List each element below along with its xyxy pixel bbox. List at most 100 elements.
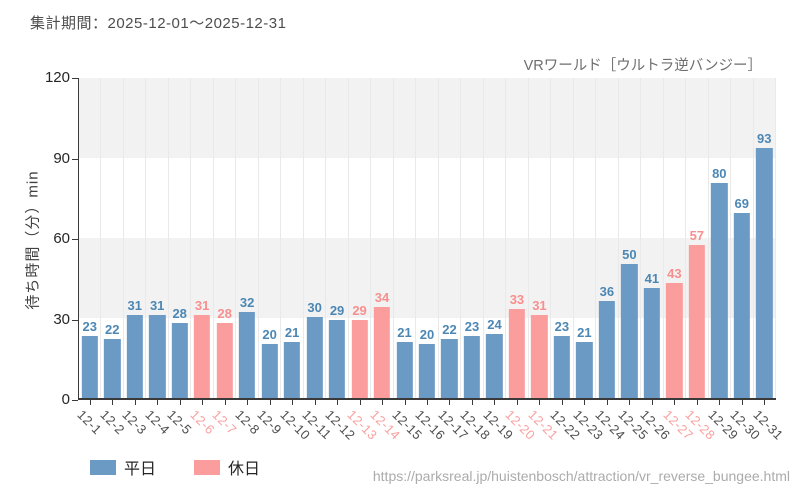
x-tick-label-12-9: 12-9 <box>254 407 286 438</box>
x-tickmark <box>269 400 271 405</box>
bar-column-12-8: 32 <box>236 78 259 405</box>
holiday-bar-12-27 <box>666 283 683 398</box>
holiday-bar-12-28 <box>688 245 705 398</box>
holiday-bar-12-14 <box>373 307 391 398</box>
x-tickmark <box>112 400 114 405</box>
x-tickmark <box>247 400 249 405</box>
y-tick-label-120: 120 <box>44 69 70 86</box>
period-label: 集計期間：2025-12-01～2025-12-31 <box>30 15 287 32</box>
bar-column-12-19: 24 <box>484 78 507 405</box>
bar-column-12-22: 23 <box>551 78 574 405</box>
bar-value-label: 21 <box>284 325 300 340</box>
x-tickmark <box>741 400 743 405</box>
weekday-bar-12-30 <box>733 213 750 398</box>
legend-weekday-label: 平日 <box>124 461 157 478</box>
x-tickmark <box>696 400 698 405</box>
bar-column-12-26: 41 <box>641 78 664 405</box>
bar-column-12-2: 22 <box>101 78 124 405</box>
y-tickmark <box>72 158 78 160</box>
y-tickmark <box>72 319 78 321</box>
bar-column-12-23: 21 <box>574 78 597 405</box>
bar-value-label: 50 <box>622 247 637 262</box>
x-tickmark <box>292 400 294 405</box>
bar-column-12-1: 23 <box>79 78 102 405</box>
weekday-bar-12-23 <box>576 342 593 398</box>
bar-column-12-9: 20 <box>259 78 282 405</box>
x-tickmark <box>179 400 181 405</box>
legend-item-weekday: 平日 <box>90 455 156 479</box>
bar-value-label: 31 <box>532 298 547 313</box>
weekday-bar-12-9 <box>261 344 278 398</box>
bar-column-12-20: 33 <box>506 78 529 405</box>
x-tickmark <box>359 400 361 405</box>
x-tickmark <box>674 400 676 405</box>
x-tickmark <box>584 400 586 405</box>
x-tickmark <box>134 400 136 405</box>
bar-column-12-12: 29 <box>326 78 349 405</box>
bar-value-label: 36 <box>599 284 615 299</box>
holiday-bar-12-6 <box>193 315 211 398</box>
bar-value-label: 33 <box>509 292 525 307</box>
bar-column-12-24: 36 <box>596 78 619 405</box>
bar-value-label: 31 <box>149 298 165 313</box>
legend-item-holiday: 休日 <box>194 455 260 479</box>
bar-column-12-31: 93 <box>754 78 777 405</box>
bar-column-12-29: 80 <box>709 78 732 405</box>
weekday-bar-12-19 <box>486 334 503 398</box>
bar-value-label: 20 <box>262 327 277 342</box>
plot-area: 23 22 31 31 28 31 28 32 20 21 30 29 29 34 21 20 22 23 24 33… <box>78 78 777 405</box>
bar-column-12-5: 28 <box>169 78 192 405</box>
y-tick-label-0: 0 <box>61 391 70 408</box>
bar-column-12-18: 23 <box>461 78 484 405</box>
y-tickmark <box>72 78 78 79</box>
x-tick-label-12-3: 12-3 <box>119 407 151 438</box>
weekday-bar-12-31 <box>756 148 773 398</box>
holiday-bar-12-7 <box>216 323 233 398</box>
bar-column-12-11: 30 <box>304 78 327 405</box>
weekday-bar-12-18 <box>463 336 481 398</box>
bar-value-label: 23 <box>82 319 97 334</box>
x-tickmark <box>629 400 631 405</box>
bar-value-label: 21 <box>397 325 412 340</box>
weekday-bar-12-8 <box>238 312 256 398</box>
bar-value-label: 29 <box>352 303 367 318</box>
y-tickmark <box>72 400 78 401</box>
x-tickmark <box>224 400 226 405</box>
bar-value-label: 20 <box>419 327 435 342</box>
weekday-bar-12-16 <box>418 344 436 398</box>
bar-value-label: 31 <box>194 298 210 313</box>
x-tickmark <box>157 400 159 405</box>
bar-column-12-28: 57 <box>686 78 709 405</box>
bar-value-label: 80 <box>712 166 727 181</box>
weekday-bar-12-5 <box>171 323 188 398</box>
bar-column-12-30: 69 <box>731 78 754 405</box>
bar-value-label: 28 <box>172 306 187 321</box>
weekday-bar-12-17 <box>441 339 458 398</box>
bar-value-label: 30 <box>307 300 322 315</box>
x-tickmark <box>427 400 428 405</box>
weekday-bar-12-1 <box>81 336 98 398</box>
bar-column-12-25: 50 <box>619 78 642 405</box>
weekday-bar-12-22 <box>553 336 571 398</box>
x-tick-label-12-7: 12-7 <box>209 407 241 438</box>
x-tickmark <box>539 400 541 405</box>
x-tickmark <box>89 400 91 405</box>
holiday-bar-12-20 <box>508 309 526 398</box>
bar-column-12-13: 29 <box>349 78 372 405</box>
bar-value-label: 23 <box>464 319 480 334</box>
legend-weekday-swatch <box>90 459 116 475</box>
bar-column-12-15: 21 <box>394 78 417 405</box>
source-url: https://parksreal.jp/huistenbosch/attrac… <box>372 468 790 484</box>
attraction-label: VRワールド［ウルトラ逆バンジー］ <box>523 58 762 74</box>
y-tick-label-30: 30 <box>53 310 70 328</box>
x-tickmark <box>606 400 608 405</box>
bar-column-12-14: 34 <box>371 78 394 405</box>
x-tickmark <box>314 400 316 405</box>
x-tickmark <box>404 400 406 405</box>
x-tickmark <box>764 400 766 405</box>
x-tickmark <box>337 400 339 405</box>
bar-value-label: 57 <box>689 228 705 243</box>
weekday-bar-12-25 <box>621 264 638 398</box>
legend-holiday-label: 休日 <box>228 461 261 478</box>
bar-value-label: 28 <box>217 306 232 321</box>
